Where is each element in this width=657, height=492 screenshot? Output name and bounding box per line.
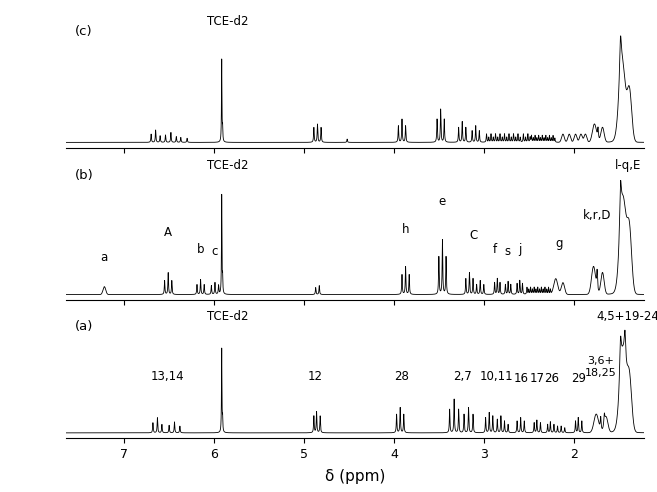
Text: (b): (b): [75, 169, 93, 182]
Text: e: e: [439, 195, 446, 208]
Text: h: h: [402, 223, 409, 236]
Text: TCE-d2: TCE-d2: [207, 15, 248, 28]
Text: 13,14: 13,14: [150, 370, 184, 383]
Text: 3,6+
18,25: 3,6+ 18,25: [585, 356, 616, 378]
Text: (c): (c): [75, 26, 93, 38]
Text: A: A: [164, 226, 172, 239]
Text: 12: 12: [308, 370, 323, 383]
Text: c: c: [212, 246, 218, 258]
Text: b: b: [197, 243, 204, 255]
Text: j: j: [518, 243, 522, 255]
Text: (a): (a): [75, 320, 93, 333]
Text: 2,7: 2,7: [453, 370, 472, 383]
Text: 10,11: 10,11: [480, 370, 513, 383]
Text: 29: 29: [571, 372, 586, 385]
Text: a: a: [101, 251, 108, 264]
Text: l-q,E: l-q,E: [614, 159, 641, 172]
Text: 17: 17: [530, 372, 545, 385]
Text: TCE-d2: TCE-d2: [207, 309, 248, 323]
X-axis label: δ (ppm): δ (ppm): [325, 469, 385, 484]
Text: k,r,D: k,r,D: [583, 209, 612, 222]
Text: s: s: [504, 246, 510, 258]
Text: g: g: [556, 237, 563, 250]
Text: 26: 26: [544, 372, 558, 385]
Text: C: C: [469, 229, 477, 242]
Text: 4,5+19-24: 4,5+19-24: [597, 309, 657, 323]
Text: TCE-d2: TCE-d2: [207, 159, 248, 172]
Text: f: f: [493, 243, 497, 255]
Text: 16: 16: [513, 372, 528, 385]
Text: 28: 28: [394, 370, 409, 383]
